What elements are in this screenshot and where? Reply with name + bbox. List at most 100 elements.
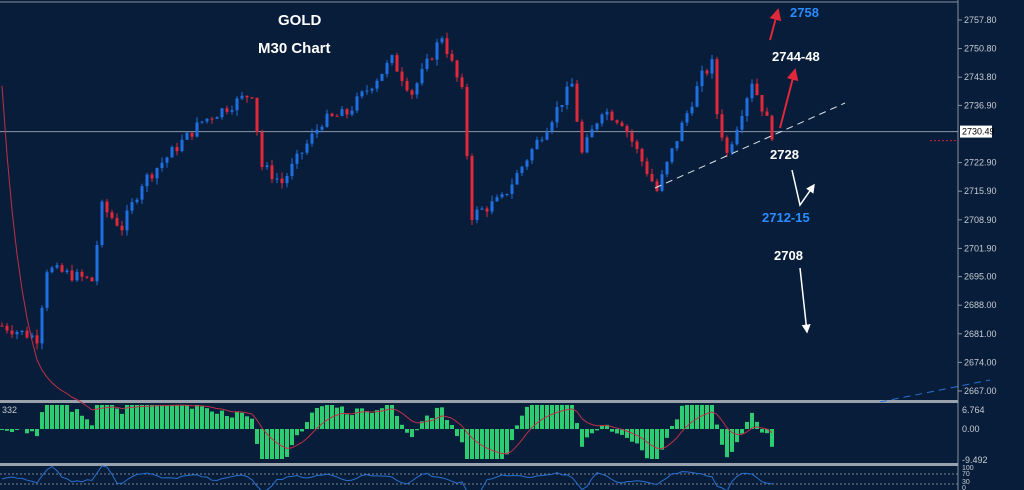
candle [190, 132, 194, 137]
y-tick-label: 2715.90 [964, 186, 997, 196]
candle [550, 122, 554, 132]
rsi-line [1, 465, 773, 490]
macd-signal [451, 417, 458, 423]
macd-bar [595, 429, 599, 431]
macd-bar [320, 406, 324, 429]
macd-bar [140, 405, 144, 429]
macd-bar [530, 405, 534, 429]
macd-signal [646, 441, 653, 447]
candle [290, 163, 294, 176]
candle [485, 208, 489, 212]
candle [185, 132, 189, 140]
macd-bar [280, 429, 284, 459]
macd-bar [750, 412, 754, 429]
macd-signal [46, 376, 53, 384]
macd-bar [535, 405, 539, 429]
candle [355, 96, 359, 111]
macd-signal [186, 404, 193, 407]
candle [105, 201, 109, 213]
macd-bar [160, 405, 164, 429]
macd-bar [495, 429, 499, 459]
candle [765, 111, 769, 116]
macd-bar [490, 429, 494, 459]
candle [5, 325, 9, 331]
candle [570, 83, 574, 87]
macd-signal [506, 450, 513, 455]
macd-bar [515, 425, 519, 429]
rsi-tick: 0 [962, 485, 966, 490]
macd-bar [650, 429, 654, 459]
y-tick-label: 2667.00 [964, 386, 997, 396]
panel-divider [0, 463, 958, 466]
macd-signal [1, 85, 8, 155]
candle [715, 59, 719, 115]
macd-bar [275, 429, 279, 459]
macd-bar [325, 405, 329, 429]
candle [320, 126, 324, 130]
candle [770, 115, 774, 140]
macd-signal [301, 437, 308, 443]
macd-bar [690, 405, 694, 429]
candle [240, 95, 244, 99]
candle [130, 202, 134, 211]
macd-bar [110, 405, 114, 429]
candle [75, 271, 79, 281]
macd-signal [706, 411, 713, 415]
macd-bar [730, 429, 734, 452]
macd-bar [645, 429, 649, 459]
macd-bar [695, 405, 699, 429]
macd-bar [430, 418, 434, 429]
macd-signal [461, 425, 468, 433]
macd-signal [271, 438, 278, 444]
candle [100, 201, 104, 245]
macd-signal [411, 420, 418, 424]
candle [415, 83, 419, 95]
macd-bar [410, 429, 414, 438]
macd-bar [225, 416, 229, 429]
candle [510, 184, 514, 194]
macd-signal [31, 340, 38, 360]
candle [255, 97, 259, 132]
candle [610, 111, 614, 121]
candle [310, 133, 314, 144]
macd-signal [11, 210, 18, 255]
macd-bar [355, 408, 359, 429]
macd-signal [621, 428, 628, 432]
candle [470, 156, 474, 220]
macd-bar [510, 429, 514, 441]
candle [580, 121, 584, 153]
current-price-label: 2730.49 [962, 127, 995, 137]
macd-signal [566, 408, 573, 411]
macd-signal [641, 437, 648, 443]
candle [35, 335, 39, 344]
macd-bar [670, 425, 674, 429]
macd-signal [466, 432, 473, 439]
macd-bar [390, 405, 394, 429]
macd-bar [230, 417, 234, 429]
macd-bar [255, 429, 259, 444]
macd-bar [15, 429, 19, 430]
current-price-box [960, 125, 992, 138]
candle [210, 118, 214, 120]
chart-subtitle: M30 Chart [258, 40, 331, 57]
macd-signal [476, 441, 483, 446]
candle [280, 178, 284, 184]
macd-signal [756, 426, 763, 429]
candle [20, 330, 24, 332]
candle [300, 152, 304, 154]
macd-bar [95, 405, 99, 429]
macd-bar [300, 429, 304, 432]
macd-signal [711, 411, 718, 415]
macd-bar [100, 405, 104, 429]
macd-signal [406, 416, 413, 422]
candle [115, 217, 119, 226]
macd-bar [25, 429, 29, 434]
candle [695, 86, 699, 107]
macd-bar [240, 412, 244, 429]
macd-bar [400, 424, 404, 429]
macd-signal [731, 432, 738, 436]
candle [195, 122, 199, 137]
macd-signal [491, 449, 498, 453]
